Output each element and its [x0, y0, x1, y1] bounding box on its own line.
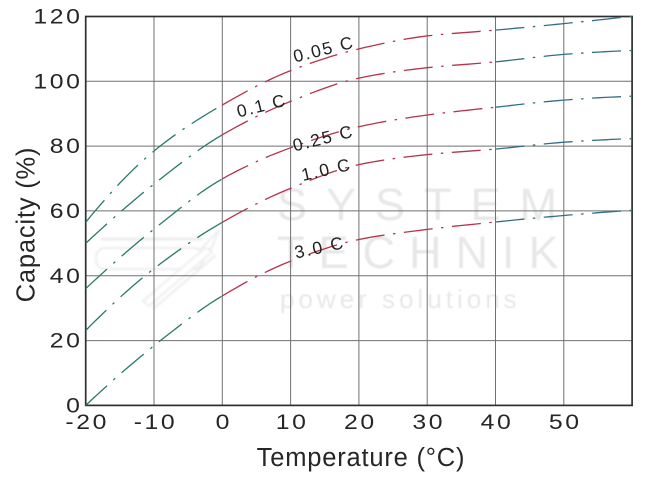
svg-text:power solutions: power solutions: [280, 284, 521, 314]
svg-text:SYSTEM: SYSTEM: [277, 179, 576, 230]
svg-text:120: 120: [33, 4, 82, 28]
svg-text:-20: -20: [65, 410, 109, 434]
svg-text:10: 10: [276, 410, 309, 434]
svg-text:0: 0: [216, 410, 232, 434]
svg-text:Capacity (%): Capacity (%): [13, 147, 41, 303]
svg-text:40: 40: [50, 264, 83, 288]
svg-text:60: 60: [50, 199, 83, 223]
svg-text:0: 0: [66, 393, 82, 417]
svg-text:100: 100: [33, 69, 82, 93]
svg-text:20: 20: [50, 328, 83, 352]
svg-text:20: 20: [344, 410, 377, 434]
svg-text:Temperature (°C): Temperature (°C): [257, 444, 466, 472]
svg-text:40: 40: [481, 410, 514, 434]
svg-text:50: 50: [549, 410, 582, 434]
svg-text:TECHNIK: TECHNIK: [277, 227, 573, 278]
svg-text:30: 30: [412, 410, 445, 434]
svg-text:80: 80: [50, 134, 83, 158]
svg-text:-10: -10: [134, 410, 178, 434]
